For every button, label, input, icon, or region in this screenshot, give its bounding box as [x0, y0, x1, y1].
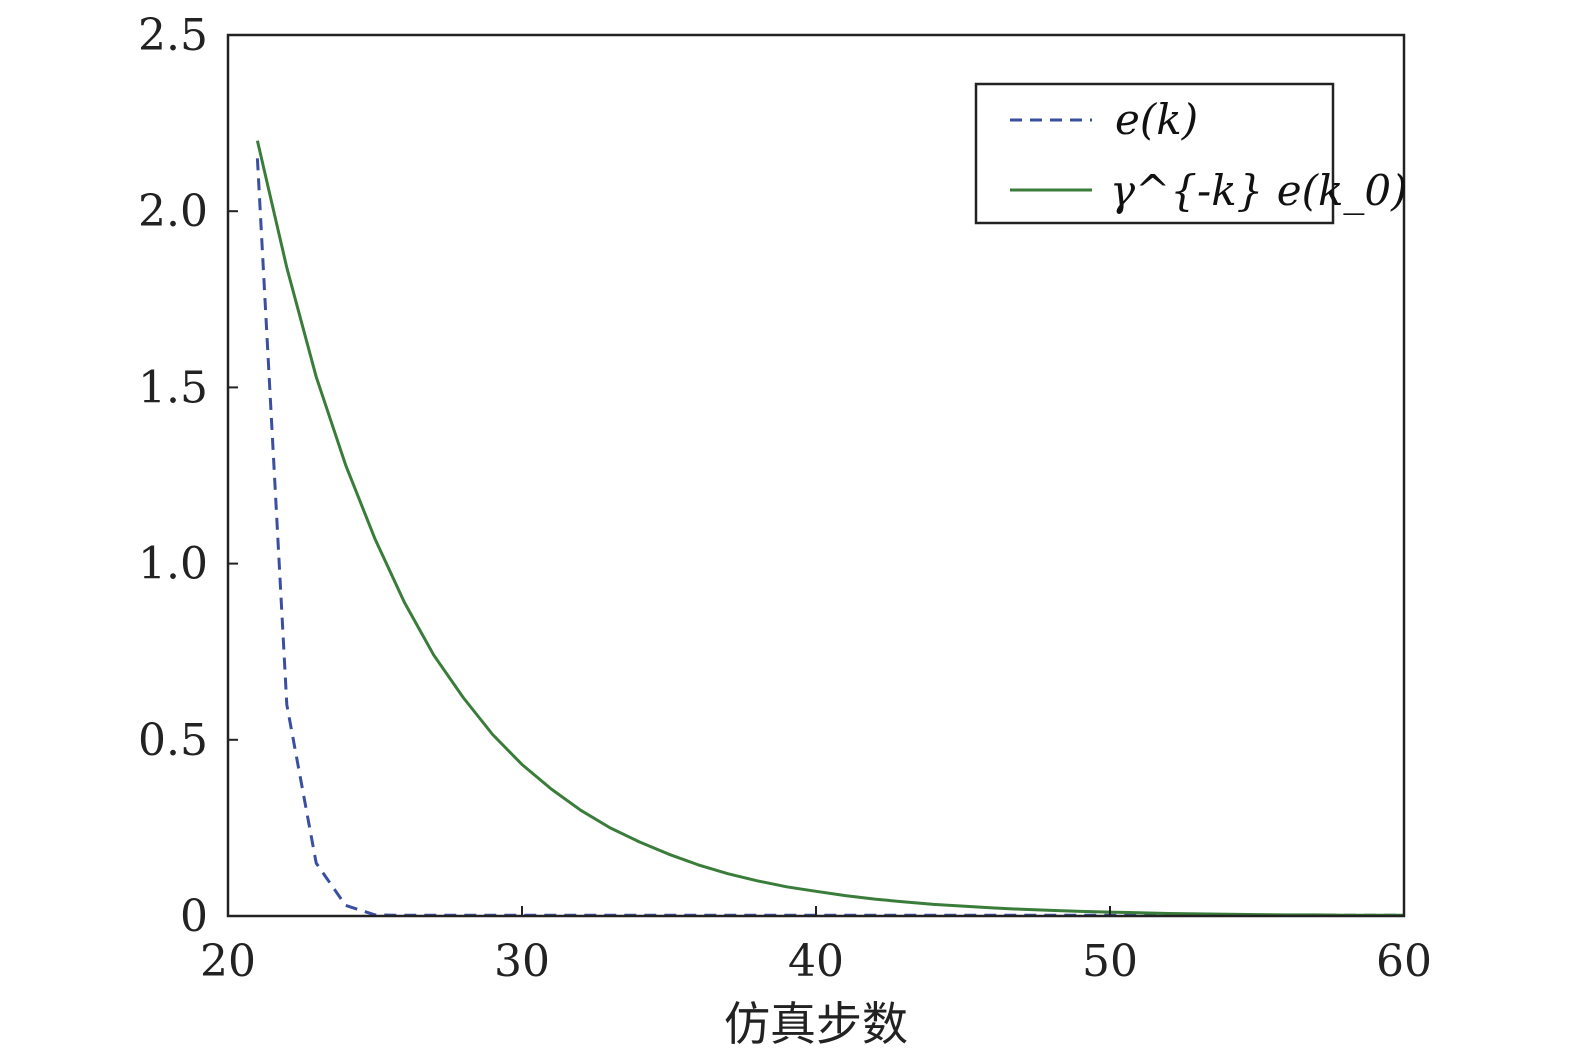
series-1-point [786, 886, 787, 887]
series-1-point [610, 827, 611, 828]
series-1-point [963, 906, 964, 907]
series-1-point [551, 789, 552, 790]
series-1-point [904, 901, 905, 902]
series-1-point [375, 538, 376, 539]
series-1-point [404, 602, 405, 603]
x-tick-label: 30 [494, 936, 550, 987]
series-1-point [1080, 911, 1081, 912]
series-1-point [463, 697, 464, 698]
series-1-point [639, 841, 640, 842]
x-axis-ticks: 20 30 40 50 60 [200, 906, 1432, 987]
series-0-point [316, 863, 317, 864]
series-1-point [1021, 909, 1022, 910]
series-1-point [286, 267, 287, 268]
series-1-point [1168, 913, 1169, 914]
legend-label-e-k: e(k) [1115, 95, 1198, 144]
series-1-point [1139, 912, 1140, 913]
series-1-point [1227, 914, 1228, 915]
y-tick-label: 0 [180, 891, 208, 942]
series-1-point [1051, 910, 1052, 911]
y-tick-label: 2.5 [138, 10, 208, 61]
y-axis-ticks: 0 0.5 1.0 1.5 2.0 2.5 [138, 10, 238, 942]
series-1-point [433, 655, 434, 656]
x-tick-label: 60 [1376, 936, 1432, 987]
series-0-point [257, 158, 258, 159]
y-tick-label: 1.5 [138, 362, 208, 413]
series-1-point [345, 464, 346, 465]
series-1-point [316, 376, 317, 377]
legend: e(k) γ^{-k} e(k_0) [974, 82, 1408, 225]
y-tick-label: 1.0 [138, 539, 208, 590]
x-tick-label: 50 [1082, 936, 1138, 987]
series-1-point [727, 873, 728, 874]
legend-box [974, 82, 1335, 225]
series-line-1 [255, 140, 1404, 917]
series-1-point [992, 907, 993, 908]
series-0-point [286, 704, 287, 705]
series-0-point [345, 905, 346, 906]
legend-label-gamma-e-k0: γ^{-k} e(k_0) [1110, 166, 1408, 215]
y-tick-label: 0.5 [138, 715, 208, 766]
series-1-point [492, 734, 493, 735]
series-1-point [698, 864, 699, 865]
plot-area [255, 140, 1404, 917]
series-1-point [522, 764, 523, 765]
x-tick-label: 20 [200, 936, 256, 987]
series-1-point [816, 891, 817, 892]
series-1-point [257, 140, 258, 141]
series-1-point [580, 810, 581, 811]
series-1-point [933, 904, 934, 905]
series-1-point [845, 895, 846, 896]
y-tick-label: 2.0 [138, 186, 208, 237]
series-1-point [757, 880, 758, 881]
series-1-point [669, 854, 670, 855]
x-tick-label: 40 [788, 936, 844, 987]
series-1-point [1198, 913, 1199, 914]
series-1-point [874, 899, 875, 900]
x-axis-title: 仿真步数 [724, 997, 908, 1051]
